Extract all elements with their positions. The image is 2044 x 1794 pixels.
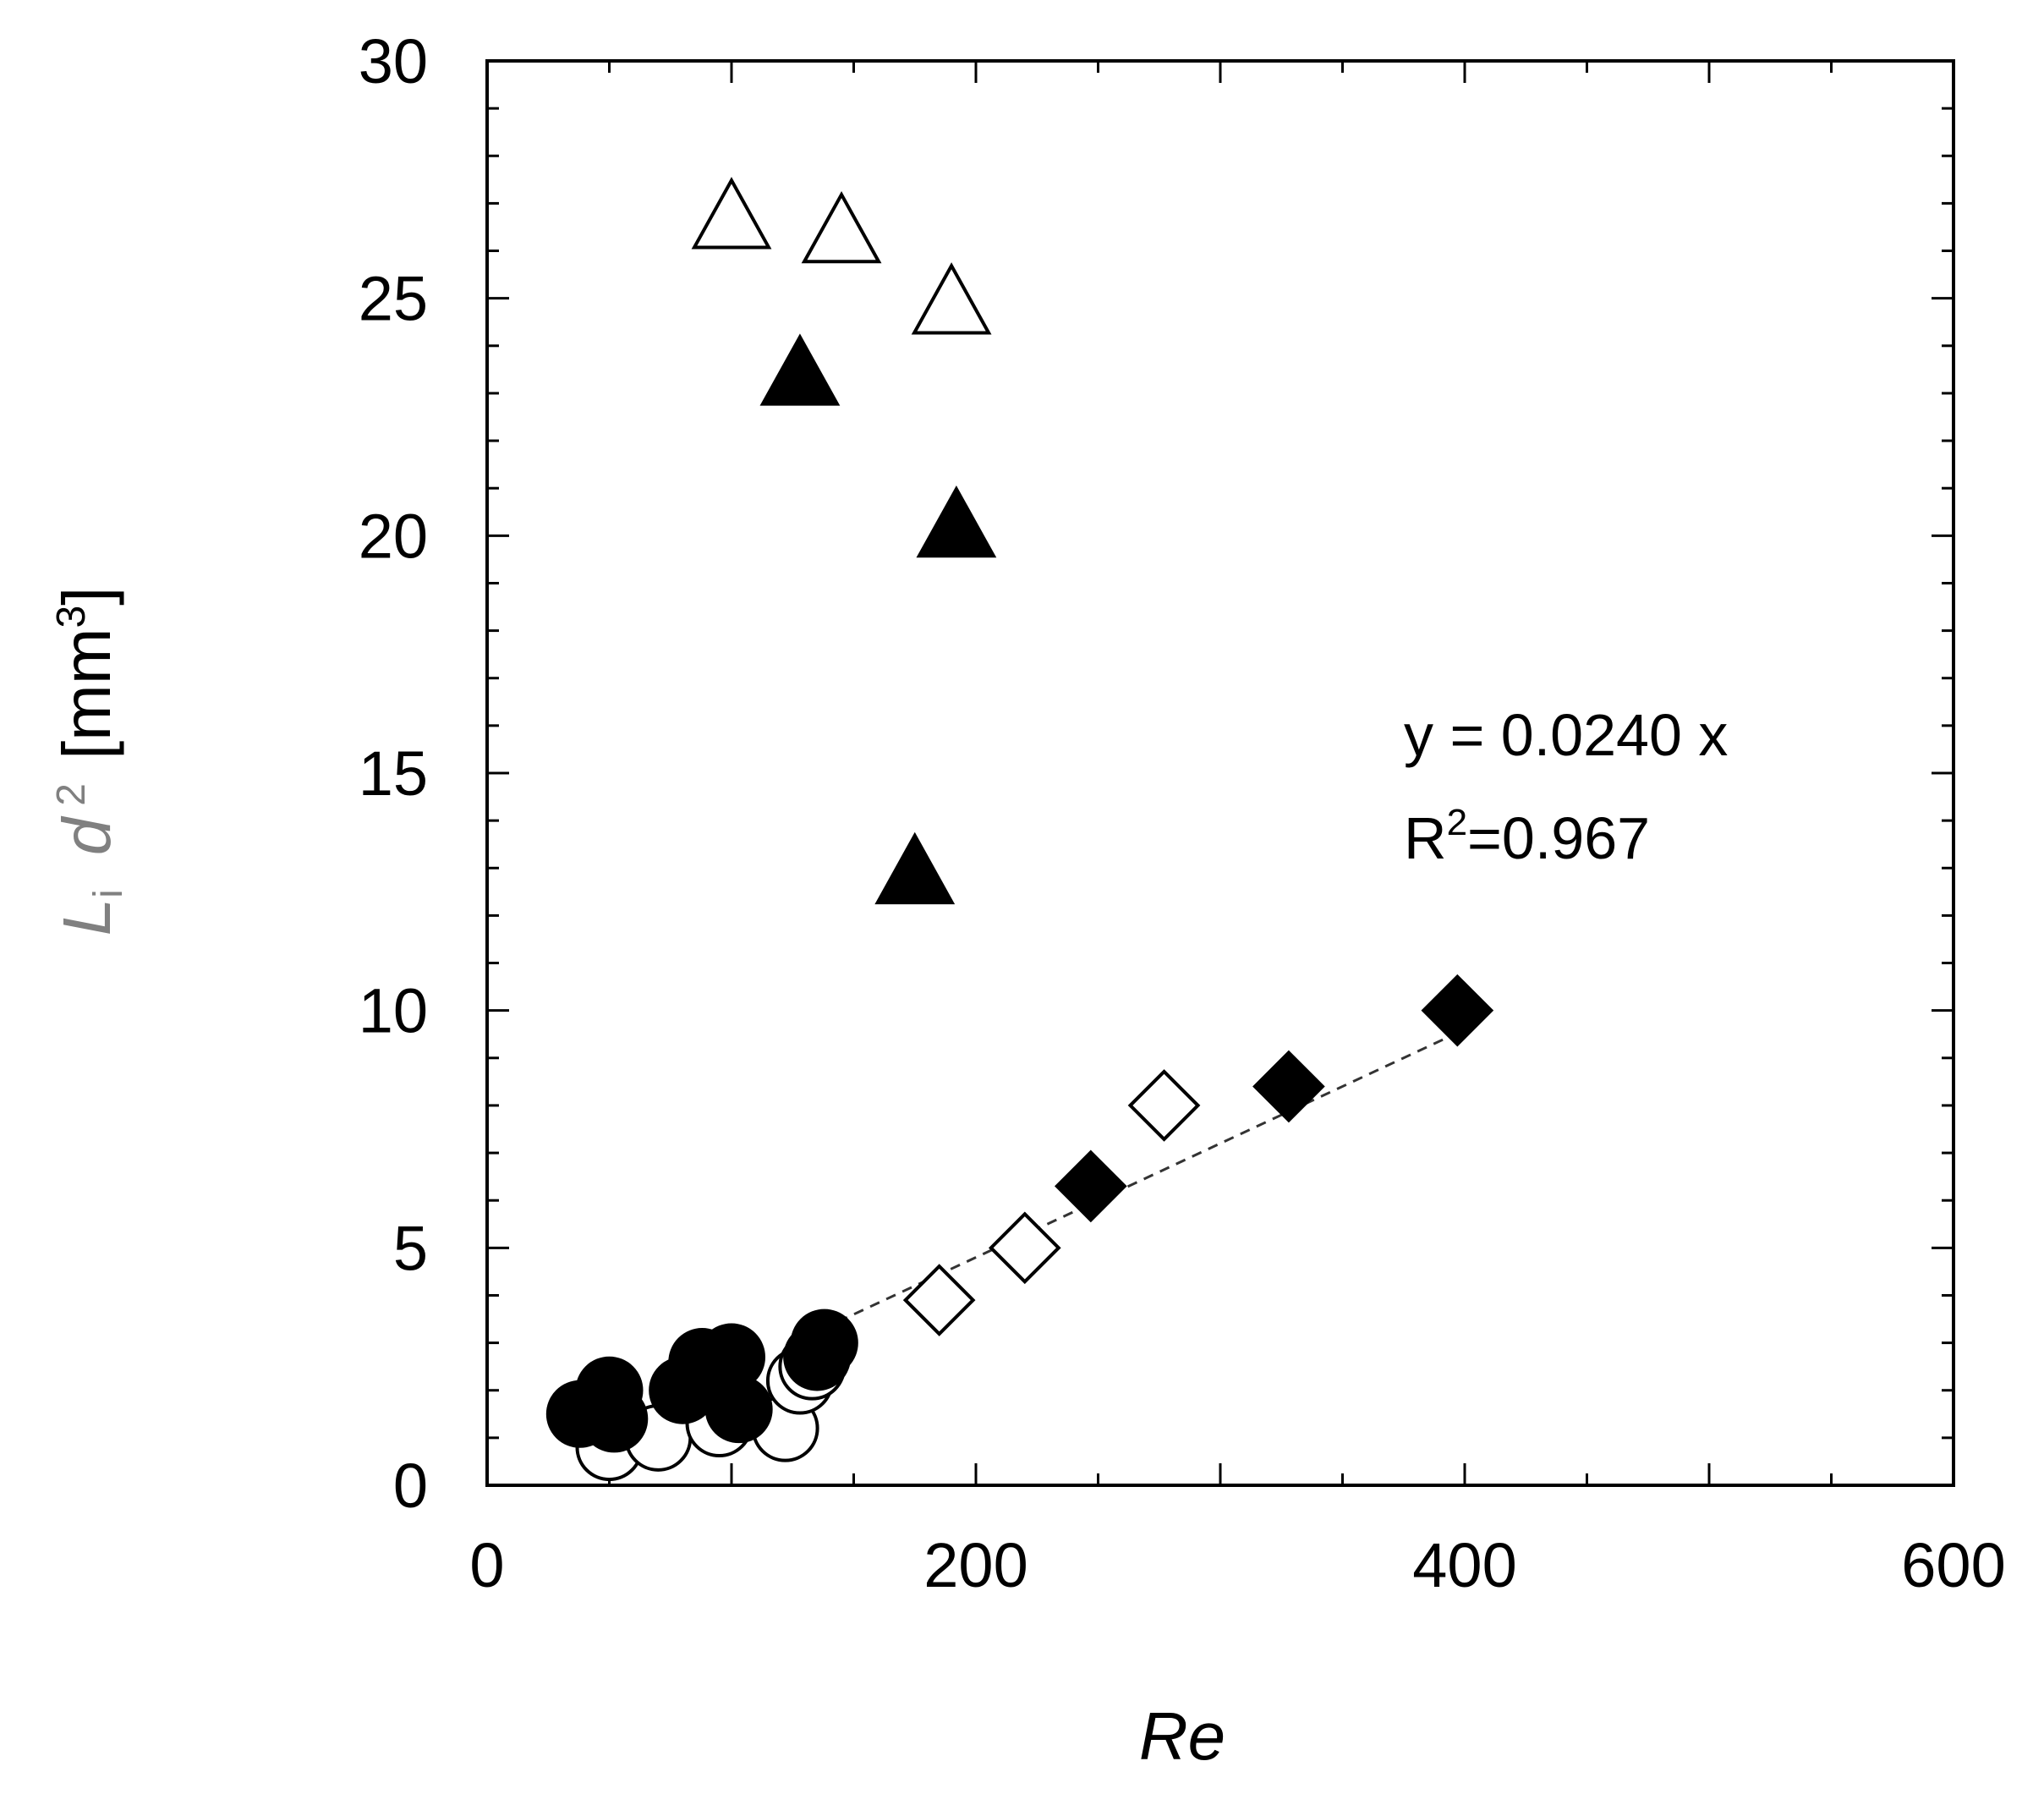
fit-r-squared: R2=0.967	[1404, 802, 1650, 871]
diamond-point	[902, 1264, 976, 1336]
triangle-point	[759, 333, 841, 406]
x-tick-label: 200	[923, 1530, 1027, 1600]
y-title-sup: 2	[49, 783, 94, 806]
r2-sup: 2	[1447, 802, 1467, 843]
y-tick-label: 15	[359, 738, 428, 809]
y-title-unit-close: ]	[49, 587, 124, 606]
y-title-unit-sup: 3	[49, 606, 94, 628]
y-tick-label: 0	[393, 1451, 428, 1521]
r2-value: =0.967	[1467, 805, 1650, 871]
data-points	[545, 177, 1494, 1482]
triangle-point	[801, 190, 882, 264]
x-axis-title: Re	[1139, 1698, 1225, 1774]
r2-prefix: R	[1404, 805, 1447, 871]
x-tick-label: 400	[1412, 1530, 1516, 1600]
y-title-d: d	[49, 815, 124, 855]
x-tick-labels: 0 200 400 600	[469, 1530, 2005, 1600]
y-tick-label: 10	[359, 976, 428, 1046]
circle-point	[790, 1308, 858, 1377]
circle-point	[580, 1385, 649, 1453]
triangle-point	[916, 485, 997, 558]
y-tick-label: 30	[359, 26, 428, 96]
diamond-point	[1055, 1149, 1127, 1223]
circle-point	[704, 1375, 773, 1444]
fit-line-layer	[821, 1031, 1458, 1330]
y-tick-label: 25	[359, 264, 428, 334]
y-axis-title: Li d 2 [mm3]	[49, 587, 131, 936]
triangle-point	[911, 262, 992, 335]
fit-equation: y = 0.0240 x	[1404, 702, 1728, 768]
y-tick-label: 5	[393, 1213, 428, 1283]
y-tick-label: 20	[359, 501, 428, 571]
plot-frame	[485, 59, 1955, 1487]
y-title-l: L	[49, 898, 124, 936]
diamond-point	[1252, 1050, 1325, 1123]
triangle-point	[874, 831, 956, 905]
tick-marks	[485, 59, 1955, 1487]
fit-line	[821, 1031, 1458, 1330]
x-tick-label: 600	[1901, 1530, 2005, 1600]
y-tick-labels: 0 5 10 15 20 25 30	[359, 26, 428, 1521]
y-title-sub: i	[86, 889, 131, 898]
x-tick-label: 0	[469, 1530, 504, 1600]
triangle-point	[691, 177, 772, 250]
y-title-unit-open: [mm	[49, 628, 124, 760]
diamond-point	[988, 1211, 1061, 1285]
diamond-point	[1127, 1069, 1201, 1142]
diamond-point	[1421, 974, 1494, 1047]
